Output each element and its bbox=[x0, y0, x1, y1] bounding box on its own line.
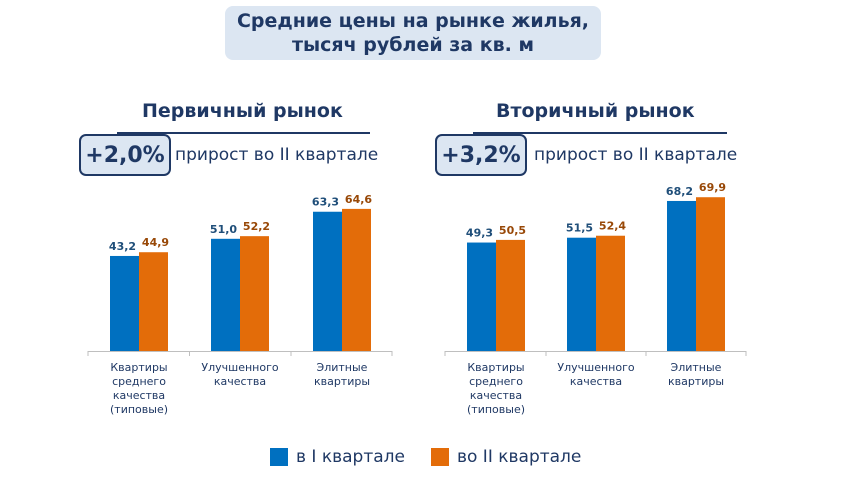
data-label: 50,5 bbox=[499, 224, 526, 237]
panel-title-primary: Первичный рынок bbox=[142, 100, 343, 122]
legend-swatch-q1 bbox=[270, 448, 288, 466]
growth-badge-secondary: +3,2% bbox=[435, 134, 527, 176]
bar-q1 bbox=[467, 242, 496, 351]
category-label: Квартиры bbox=[467, 361, 524, 374]
data-label: 68,2 bbox=[666, 185, 693, 198]
category-label: Квартиры bbox=[110, 361, 167, 374]
bar-q1 bbox=[667, 200, 696, 351]
panel-underline-secondary bbox=[473, 132, 727, 134]
data-label: 51,0 bbox=[210, 223, 237, 236]
legend-label-q1: в I квартале bbox=[296, 447, 405, 467]
category-label: среднего bbox=[469, 375, 523, 388]
legend-item-q2: во II квартале bbox=[430, 447, 582, 467]
data-label: 43,2 bbox=[109, 240, 136, 253]
category-label: (типовые) bbox=[467, 403, 525, 416]
bar-q1 bbox=[110, 255, 139, 351]
bar-q1 bbox=[567, 237, 596, 351]
growth-text-secondary: прирост во II квартале bbox=[534, 145, 738, 165]
data-label: 52,2 bbox=[243, 220, 270, 233]
category-label: Элитные bbox=[317, 361, 368, 374]
growth-text-primary: прирост во II квартале bbox=[175, 145, 379, 165]
chart-title-box: Средние цены на рынке жилья, тысяч рубле… bbox=[225, 6, 601, 60]
bar-q2 bbox=[342, 208, 371, 351]
legend: в I квартале во II квартале bbox=[270, 447, 607, 467]
growth-badge-primary: +2,0% bbox=[79, 134, 171, 176]
category-label: среднего bbox=[112, 375, 166, 388]
bar-q2 bbox=[139, 252, 168, 351]
bar-q2 bbox=[240, 236, 269, 351]
bar-q1 bbox=[211, 238, 240, 351]
legend-label-q2: во II квартале bbox=[456, 447, 582, 467]
bar-q2 bbox=[496, 239, 525, 351]
chart-title-line-2: тысяч рублей за кв. м bbox=[291, 34, 535, 56]
category-label: квартиры bbox=[668, 375, 724, 388]
data-label: 51,5 bbox=[566, 222, 593, 235]
bar-q2 bbox=[596, 235, 625, 351]
category-label: качества bbox=[470, 389, 522, 402]
panel-underline-primary bbox=[117, 132, 370, 134]
category-label: качества bbox=[214, 375, 266, 388]
bar-q1 bbox=[313, 211, 342, 351]
category-label: Элитные bbox=[671, 361, 722, 374]
legend-item-q1: в I квартале bbox=[270, 447, 405, 467]
panel-title-secondary: Вторичный рынок bbox=[496, 100, 695, 122]
data-label: 44,9 bbox=[142, 236, 169, 249]
category-label: квартиры bbox=[314, 375, 370, 388]
data-label: 63,3 bbox=[312, 196, 339, 209]
category-label: качества bbox=[113, 389, 165, 402]
category-label: Улучшенного bbox=[201, 361, 278, 374]
data-label: 52,4 bbox=[599, 220, 626, 233]
category-label: Улучшенного bbox=[557, 361, 634, 374]
chart-title-line-1: Средние цены на рынке жилья, bbox=[236, 10, 590, 32]
data-label: 64,6 bbox=[345, 193, 372, 206]
data-label: 69,9 bbox=[699, 181, 726, 194]
category-label: (типовые) bbox=[110, 403, 168, 416]
category-label: качества bbox=[570, 375, 622, 388]
bar-q2 bbox=[696, 197, 725, 351]
data-label: 49,3 bbox=[466, 227, 493, 240]
legend-swatch-q2 bbox=[430, 448, 449, 466]
